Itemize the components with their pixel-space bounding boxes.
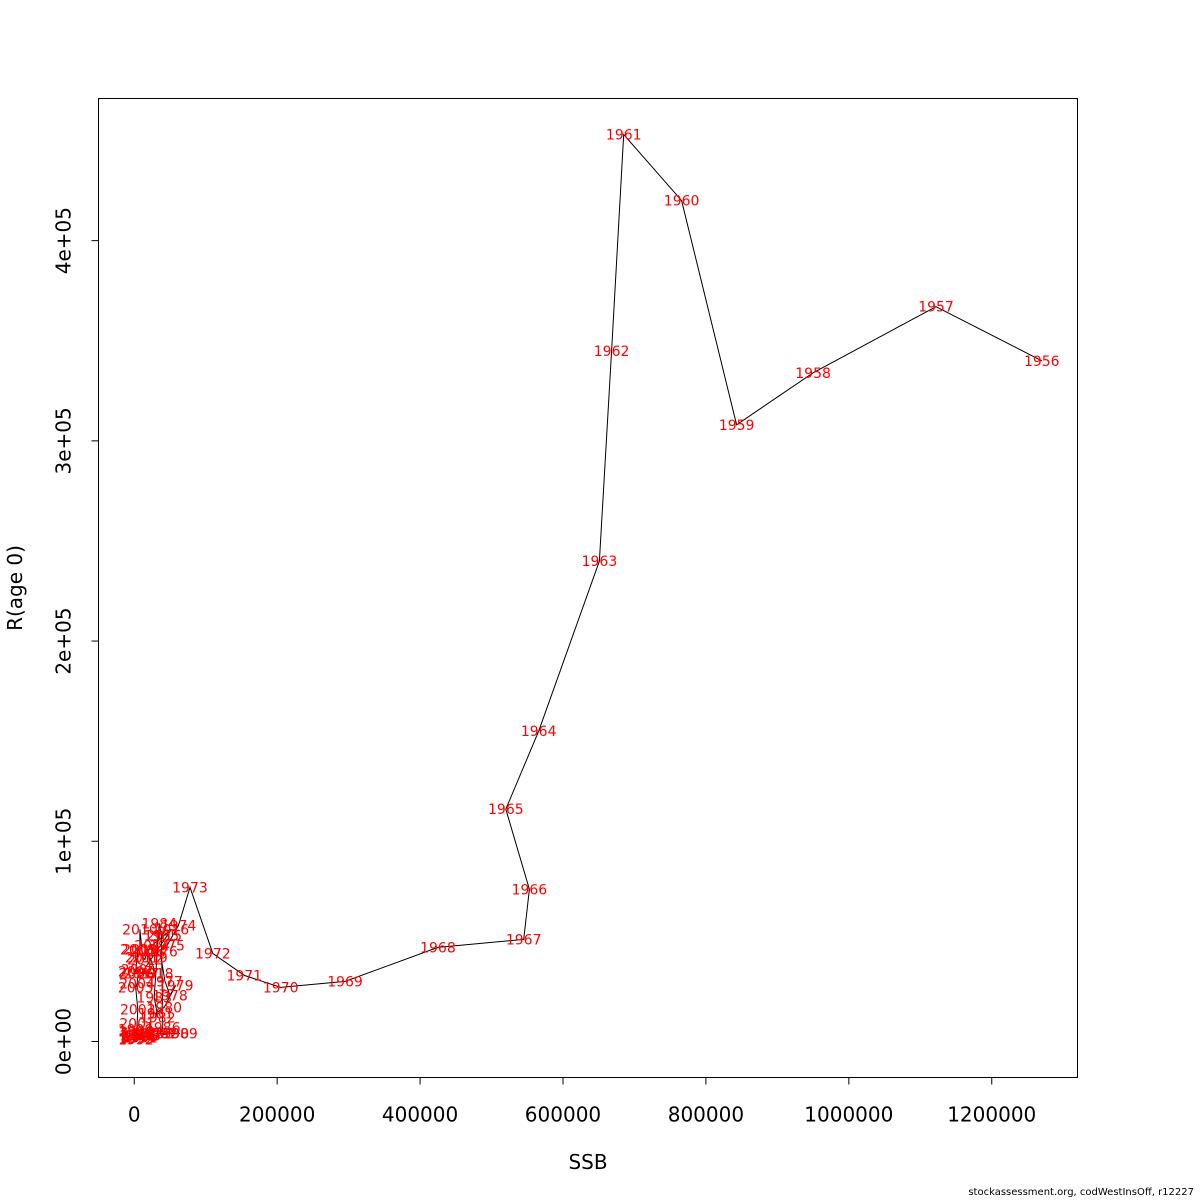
year-label: 2006 bbox=[119, 966, 155, 982]
year-label: 1957 bbox=[918, 300, 954, 316]
year-label: 1958 bbox=[795, 366, 831, 382]
source-credit: stockassessment.org, codWestInsOff, r122… bbox=[968, 1187, 1194, 1198]
year-label: 1997 bbox=[121, 1026, 157, 1042]
year-label: 1990 bbox=[154, 1026, 190, 1042]
x-axis-title: SSB bbox=[568, 1150, 607, 1174]
x-tick-label: 800000 bbox=[668, 1103, 744, 1127]
year-label: 2002 bbox=[120, 1002, 156, 1018]
year-label: 1981 bbox=[138, 1006, 174, 1022]
x-axis: 0 200000 400000 600000 800000 1000000 1200000 bbox=[128, 1077, 1036, 1127]
year-label: 2008 bbox=[120, 942, 156, 958]
year-label: 1974 bbox=[161, 918, 197, 934]
year-label: 2019 bbox=[132, 950, 168, 966]
year-label: 1979 bbox=[158, 978, 194, 994]
year-label: 1970 bbox=[263, 980, 299, 996]
year-label: 2009 bbox=[122, 942, 158, 958]
year-label: 2011 bbox=[125, 950, 161, 966]
year-label: 1989 bbox=[162, 1026, 198, 1042]
x-tick-label: 1200000 bbox=[947, 1103, 1036, 1127]
year-label: 1984 bbox=[141, 916, 177, 932]
y-tick-label: 3e+05 bbox=[52, 407, 76, 474]
recruitment-trajectory-line bbox=[134, 133, 1043, 1041]
year-label: 1980 bbox=[146, 1000, 182, 1016]
year-label: 2001 bbox=[119, 1016, 155, 1032]
year-label: 1975 bbox=[149, 938, 185, 954]
y-tick-label: 4e+05 bbox=[52, 207, 76, 274]
year-label: 2015 bbox=[146, 928, 182, 944]
y-tick-label: 0e+00 bbox=[52, 1008, 76, 1075]
x-tick-label: 0 bbox=[128, 1103, 141, 1127]
year-label: 1968 bbox=[420, 940, 456, 956]
year-label: 1983 bbox=[136, 990, 172, 1006]
x-tick-label: 200000 bbox=[239, 1103, 315, 1127]
year-label: 1973 bbox=[172, 880, 208, 896]
year-label: 1967 bbox=[506, 932, 542, 948]
year-labels: 1956 1957 1958 1959 1960 1961 1962 1963 1964 1965… bbox=[118, 128, 1060, 1049]
year-label: 1963 bbox=[582, 554, 618, 570]
year-label: 1964 bbox=[521, 724, 557, 740]
year-label: 1978 bbox=[152, 988, 188, 1004]
year-label: 2010 bbox=[122, 922, 158, 938]
year-label: 2017 bbox=[124, 966, 160, 982]
year-label: 1965 bbox=[488, 802, 524, 818]
year-label: 1988 bbox=[138, 1026, 174, 1042]
year-label: 1956 bbox=[1024, 354, 1060, 370]
year-label: 1972 bbox=[195, 946, 231, 962]
year-label: 1992 bbox=[118, 1032, 154, 1048]
x-tick-label: 400000 bbox=[382, 1103, 458, 1127]
y-axis-title: R(age 0) bbox=[3, 545, 27, 631]
year-label: 2005 bbox=[121, 962, 157, 978]
year-label: 1995 bbox=[123, 1029, 159, 1045]
year-label: 1971 bbox=[226, 968, 262, 984]
year-label: 1985 bbox=[144, 928, 180, 944]
year-label: 2007 bbox=[118, 964, 154, 980]
year-label: 2016 bbox=[154, 922, 190, 938]
plot-frame bbox=[98, 98, 1078, 1078]
year-label: 2003 bbox=[118, 980, 154, 996]
year-label: 1959 bbox=[719, 418, 755, 434]
year-label: 1962 bbox=[594, 344, 630, 360]
year-label: 2014 bbox=[134, 938, 170, 954]
year-label: 1961 bbox=[606, 128, 642, 144]
y-axis: 0e+00 1e+05 2e+05 3e+05 4e+05 bbox=[52, 207, 99, 1075]
x-tick-label: 1000000 bbox=[804, 1103, 893, 1127]
year-label: 1998 bbox=[119, 1028, 155, 1044]
year-label: 2018 bbox=[138, 966, 174, 982]
year-label: 1996 bbox=[125, 1028, 161, 1044]
year-label: 1999 bbox=[118, 1022, 154, 1038]
year-label: 1991 bbox=[122, 1030, 158, 1046]
year-label: 1994 bbox=[120, 1030, 156, 1046]
year-label: 1976 bbox=[142, 944, 178, 960]
year-label: 2013 bbox=[129, 944, 165, 960]
year-label: 2000 bbox=[119, 1024, 155, 1040]
y-tick-label: 2e+05 bbox=[52, 607, 76, 674]
x-tick-label: 600000 bbox=[525, 1103, 601, 1127]
year-label: 1982 bbox=[140, 1010, 176, 1026]
year-label: 1977 bbox=[147, 974, 183, 990]
year-label: 1960 bbox=[664, 194, 700, 210]
year-label: 1993 bbox=[119, 1031, 155, 1047]
year-label: 1969 bbox=[327, 974, 363, 990]
year-label: 2004 bbox=[119, 976, 155, 992]
year-label: 2012 bbox=[127, 952, 163, 968]
year-label: 1966 bbox=[512, 882, 548, 898]
year-label: 1986 bbox=[145, 1020, 181, 1036]
year-label: 1987 bbox=[142, 1026, 178, 1042]
y-tick-label: 1e+05 bbox=[52, 808, 76, 875]
